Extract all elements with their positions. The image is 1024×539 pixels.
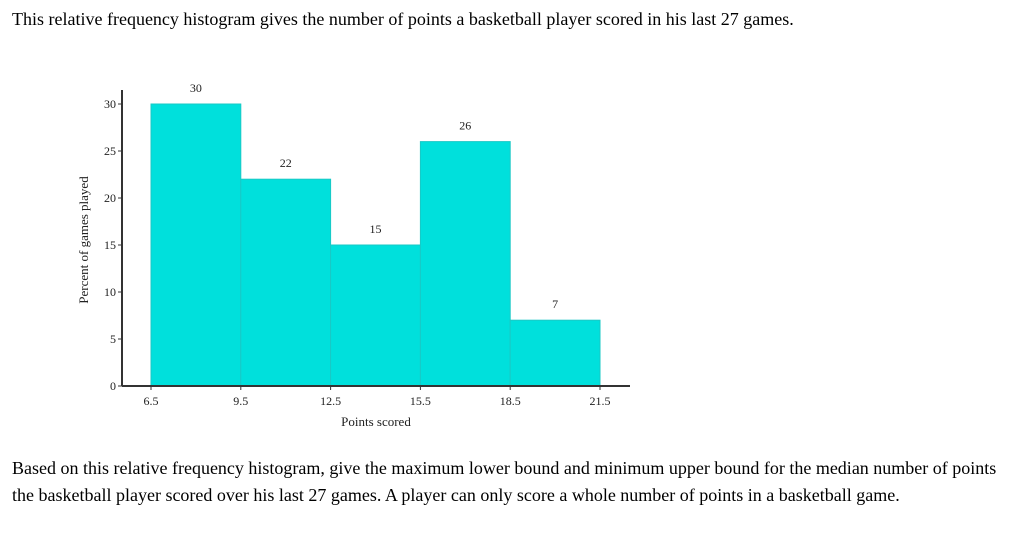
- histogram-bars: [150, 103, 601, 387]
- x-tick-label: 21.5: [590, 394, 611, 408]
- histogram-bar: [330, 244, 421, 387]
- x-axis-title: Points scored: [341, 414, 411, 429]
- y-tick-label: 5: [110, 332, 116, 346]
- x-tick-label: 18.5: [500, 394, 521, 408]
- bar-value-label: 30: [190, 81, 202, 95]
- y-tick-label: 10: [104, 285, 116, 299]
- bar-value-label: 26: [459, 119, 471, 133]
- histogram-bar: [419, 141, 511, 387]
- y-tick-label: 25: [104, 144, 116, 158]
- y-tick-label: 15: [104, 238, 116, 252]
- x-tick-label: 12.5: [320, 394, 341, 408]
- data-labels: 30 22 15 26 7: [190, 81, 558, 311]
- intro-text: This relative frequency histogram gives …: [12, 9, 794, 29]
- x-tick-label: 9.5: [233, 394, 248, 408]
- bar-value-label: 22: [280, 156, 292, 170]
- histogram-bar: [240, 178, 332, 387]
- x-tick-label: 15.5: [410, 394, 431, 408]
- histogram-chart: 30 22 15 26 7 0 5 10 15 20 25 30 6.5 9.5 12.5 15.5 18.…: [76, 81, 630, 429]
- histogram-bar: [150, 103, 242, 387]
- x-tick-label: 6.5: [144, 394, 159, 408]
- x-axis-ticks: 6.5 9.5 12.5 15.5 18.5 21.5: [144, 386, 611, 408]
- bar-value-label: 15: [370, 222, 382, 236]
- bar-value-label: 7: [552, 297, 558, 311]
- histogram-bar: [509, 319, 601, 387]
- y-tick-label: 30: [104, 97, 116, 111]
- y-axis-ticks: 0 5 10 15 20 25 30: [104, 97, 122, 393]
- y-tick-label: 0: [110, 379, 116, 393]
- question-text: Based on this relative frequency histogr…: [12, 458, 997, 505]
- y-tick-label: 20: [104, 191, 116, 205]
- y-axis-title: Percent of games played: [76, 176, 91, 304]
